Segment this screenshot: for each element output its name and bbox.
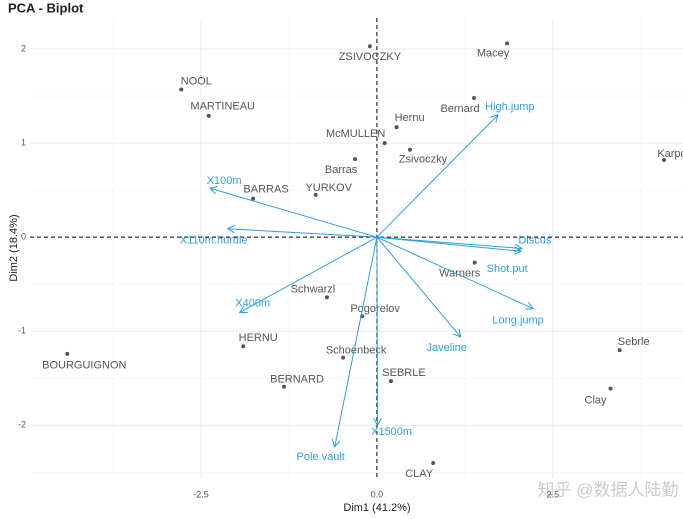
y-tick-label: 1 [21,137,26,147]
individual-label: NOOL [181,75,212,87]
x-tick-label: 0.0 [371,489,384,499]
individual-point [617,348,622,353]
individual-label: McMULLEN [326,128,385,140]
individual-point [353,157,358,162]
individual-point [206,113,211,118]
y-tick-label: 2 [21,43,26,53]
variable-label: Shot.put [487,263,528,275]
individual-label: MARTINEAU [190,101,255,113]
individual-point [367,44,372,49]
variable-arrow [377,237,378,425]
y-tick-label: -2 [18,420,26,430]
individual-label: ZSIVOCZKY [339,51,402,63]
variable-arrow [376,115,498,238]
individual-point [394,125,399,130]
individual-label: Hernu [395,112,425,124]
grid [30,18,683,478]
variable-arrow [240,236,378,312]
watermark: 知乎 @数据人陆勤 [538,480,679,499]
y-tick-label: 0 [21,232,26,242]
individual-point [472,260,477,265]
individual-point [65,351,70,356]
variable-label: Discus [518,234,552,246]
individual-point [608,386,613,391]
individual-label: Macey [477,47,510,59]
variable-arrow [210,188,378,238]
y-axis-title: Dim2 (18.4%) [8,214,20,281]
variable-arrow [376,236,461,337]
variable-label: X110m.hurdle [180,235,248,247]
individual-point [179,87,184,92]
individual-point [662,158,667,163]
individual-label: Schwarzl [291,283,336,295]
x-axis-title: Dim1 (41.2%) [343,502,410,514]
individual-label: BARRAS [243,184,288,196]
variable-label: Javeline [426,342,466,354]
individual-point [472,95,477,100]
individual-point [505,41,510,46]
individual-point [341,355,346,360]
individual-label: Pogorelov [350,303,400,315]
individual-point [382,141,387,146]
variable-label: High.jump [485,101,535,113]
individual-label: BOURGUIGNON [42,360,126,372]
variable-arrow [376,236,521,251]
variable-label: X400m [235,297,270,309]
individual-label: Sebrle [618,336,650,348]
y-tick-label: -1 [18,326,26,336]
individual-label: Zsivoczky [399,154,448,166]
individual-point [313,192,318,197]
variable-label: Pole.vault [297,451,345,463]
individual-label: BERNARD [270,374,324,386]
individual-label: Warners [439,267,481,279]
individual-label: Schoenbeck [326,344,387,356]
x-tick-label: -2.5 [193,489,209,499]
individual-label: Barras [325,164,358,176]
variable-arrow [376,236,533,308]
individual-label: SEBRLE [382,367,425,379]
variable-label: X1500m [371,426,412,438]
individual-label: Clay [585,395,608,407]
individual-label: YURKOV [305,182,352,194]
variable-arrow [335,237,378,447]
plot-area: ZSIVOCZKY Macey NOOL MARTINEAU Bernard Hernu M… [42,41,683,480]
individual-point [431,460,436,465]
individual-point [251,196,256,201]
individual-point [282,384,287,389]
variable-label: X100m [207,175,242,187]
variable-label: Long.jump [492,315,543,327]
individual-point [324,295,329,300]
individual-label: Karpo [657,148,683,160]
individual-point [241,344,246,349]
individual-point [407,147,412,152]
individual-label: HERNU [239,332,278,344]
individual-label: CLAY [405,468,434,480]
x-tick-label: 2.5 [547,489,560,499]
variable-arrow [228,229,377,238]
chart-title: PCA - Biplot [8,0,84,15]
individual-point [388,379,393,384]
individual-label: Bernard [440,103,479,115]
